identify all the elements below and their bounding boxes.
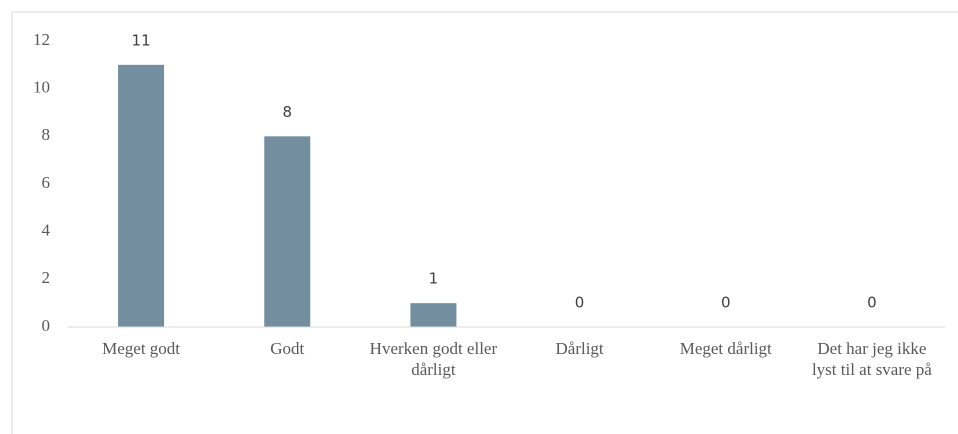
chart-frame xyxy=(11,11,958,434)
data-label: 8 xyxy=(282,103,292,121)
x-tick-label: Meget godt xyxy=(102,339,181,358)
y-tick-label: 12 xyxy=(33,30,50,49)
x-tick-label: Hverken godt eller dårligt xyxy=(369,339,498,379)
y-tick-label: 4 xyxy=(42,221,51,240)
data-label: 0 xyxy=(575,294,585,312)
y-tick-label: 8 xyxy=(42,125,51,144)
y-tick-label: 0 xyxy=(42,316,51,335)
y-tick-label: 10 xyxy=(33,78,50,97)
data-label: 0 xyxy=(867,294,877,312)
data-label: 1 xyxy=(429,270,439,288)
bar xyxy=(264,136,311,327)
bar xyxy=(118,64,165,327)
data-label: 0 xyxy=(721,294,731,312)
x-tick-label: Meget dårligt xyxy=(679,339,772,358)
x-tick-label: Dårligt xyxy=(555,339,604,358)
x-tick-label: Godt xyxy=(270,339,305,358)
y-tick-label: 2 xyxy=(42,268,51,287)
x-tick-label: Det har jeg ikke lyst til at svare på xyxy=(811,339,932,379)
data-label: 11 xyxy=(132,31,151,49)
y-tick-label: 6 xyxy=(42,173,51,192)
bar xyxy=(410,303,457,327)
